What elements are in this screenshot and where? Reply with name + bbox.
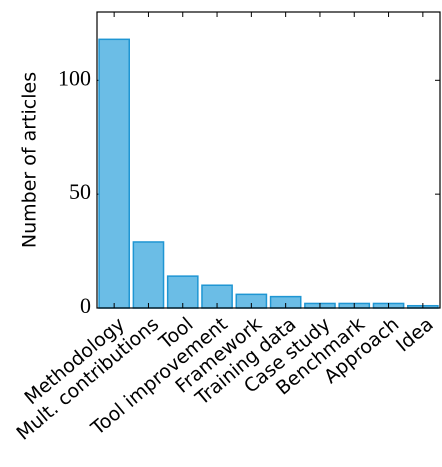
- x-tick-label: Idea: [392, 313, 438, 356]
- y-tick-label: 50: [69, 179, 91, 204]
- y-tick-label: 100: [58, 65, 91, 90]
- y-tick-label: 0: [80, 293, 91, 318]
- plot-frame: [96, 11, 441, 309]
- bar: [132, 241, 165, 309]
- bar: [98, 38, 130, 309]
- y-axis-label: Number of articles: [19, 72, 41, 248]
